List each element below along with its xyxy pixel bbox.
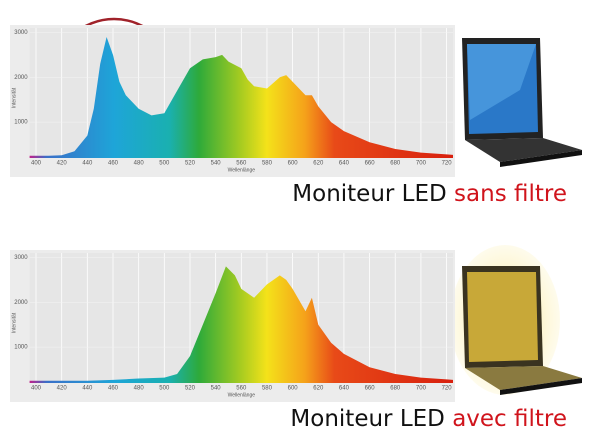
x-axis-label: Wellenlänge: [228, 167, 256, 173]
chart: 400 420 440 460 480 500 520 540 560 580 600 620 640 6…: [10, 250, 567, 432]
x-tick-label: 520: [185, 386, 196, 392]
x-tick-label: 440: [82, 161, 93, 167]
x-tick-label: 560: [236, 386, 247, 392]
x-tick-label: 720: [442, 386, 453, 392]
caption-highlight: avec filtre: [452, 406, 567, 432]
x-tick-label: 540: [211, 161, 222, 167]
x-tick-label: 640: [339, 386, 350, 392]
y-tick-label: 3000: [14, 30, 28, 36]
x-tick-label: 580: [262, 386, 273, 392]
y-tick-label: 3000: [14, 255, 28, 261]
y-axis-label: Intensität: [11, 312, 17, 333]
x-tick-label: 460: [108, 386, 119, 392]
x-tick-label: 700: [416, 161, 427, 167]
x-tick-label: 480: [134, 161, 145, 167]
y-tick-label: 1000: [14, 345, 28, 351]
x-tick-label: 600: [288, 386, 299, 392]
x-tick-label: 680: [390, 386, 401, 392]
x-tick-label: 420: [57, 386, 68, 392]
x-tick-label: 720: [442, 161, 453, 167]
caption-text: Moniteur LED: [292, 181, 446, 207]
x-tick-label: 520: [185, 161, 196, 167]
y-tick-label: 1000: [14, 120, 28, 126]
laptop-image: [462, 38, 582, 167]
x-tick-label: 640: [339, 161, 350, 167]
caption-highlight: sans filtre: [454, 181, 567, 207]
x-tick-label: 440: [82, 386, 93, 392]
x-tick-label: 500: [159, 386, 170, 392]
x-tick-label: 700: [416, 386, 427, 392]
laptop-image: [450, 245, 582, 395]
spectrum-area: [29, 266, 453, 383]
y-axis-label: Intensität: [11, 87, 17, 108]
x-tick-label: 400: [31, 386, 42, 392]
spectrum-area: [29, 37, 453, 158]
caption: Moniteur LED sans filtre: [292, 181, 567, 207]
x-tick-label: 600: [288, 161, 299, 167]
y-tick-label: 2000: [14, 75, 28, 81]
x-tick-label: 460: [108, 161, 119, 167]
charts: 400 420 440 460 480 500 520 540 560 580 600 620 640 6…: [10, 25, 567, 432]
caption-text: Moniteur LED: [290, 406, 444, 432]
x-tick-label: 480: [134, 386, 145, 392]
x-tick-label: 620: [313, 386, 324, 392]
x-tick-label: 500: [159, 161, 170, 167]
x-tick-label: 680: [390, 161, 401, 167]
y-tick-label: 2000: [14, 300, 28, 306]
x-tick-label: 560: [236, 161, 247, 167]
x-tick-label: 660: [365, 386, 376, 392]
x-tick-label: 400: [31, 161, 42, 167]
chart: 400 420 440 460 480 500 520 540 560 580 600 620 640 6…: [10, 25, 567, 207]
x-tick-label: 540: [211, 386, 222, 392]
x-axis-label: Wellenlänge: [228, 392, 256, 398]
x-tick-label: 660: [365, 161, 376, 167]
caption: Moniteur LED avec filtre: [290, 406, 567, 432]
x-tick-label: 580: [262, 161, 273, 167]
x-tick-label: 620: [313, 161, 324, 167]
x-tick-label: 420: [57, 161, 68, 167]
